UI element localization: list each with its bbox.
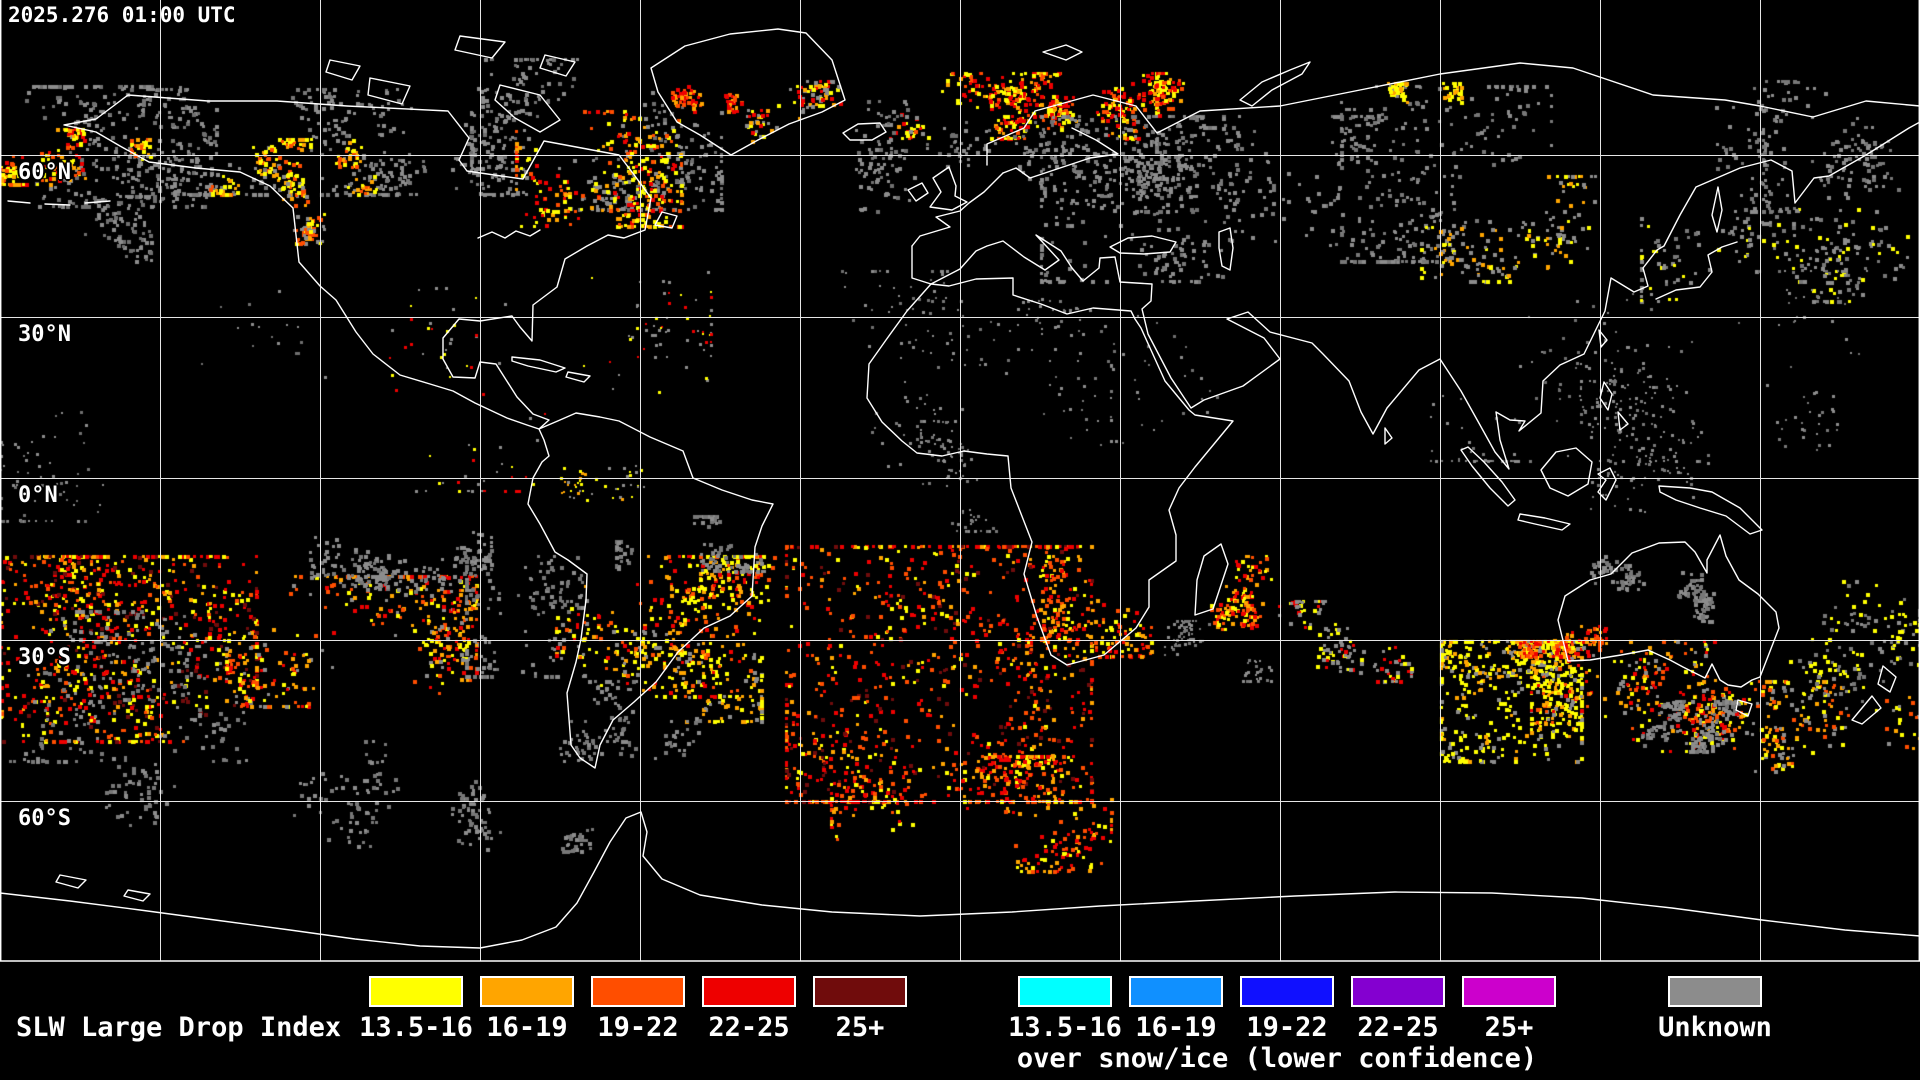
legend-swatch — [1018, 976, 1112, 1007]
coast-eurasia — [911, 121, 1920, 470]
map-border — [0, 0, 1920, 962]
coast-sri-lanka — [1384, 427, 1393, 445]
latitude-label: 0°N — [18, 483, 58, 508]
legend-range-label: 22-25 — [708, 1012, 790, 1043]
legend-range-label: 25+ — [1484, 1012, 1534, 1043]
legend-title: SLW Large Drop Index — [16, 1012, 342, 1043]
legend-swatch — [1129, 976, 1223, 1007]
coast-south-america — [527, 412, 774, 769]
coast-africa — [866, 277, 1234, 666]
legend-range-label: 16-19 — [1135, 1012, 1217, 1043]
coast-north-america — [63, 94, 652, 430]
legend-range-label: 19-22 — [597, 1012, 679, 1043]
legend-swatch — [1351, 976, 1445, 1007]
legend-swatch — [369, 976, 463, 1007]
coast-caribbean — [511, 356, 591, 383]
coast-subantarctic-islands — [55, 874, 151, 902]
coast-tasmania — [1735, 699, 1753, 717]
coast-sakhalin — [1711, 186, 1723, 233]
timestamp: 2025.276 01:00 UTC — [8, 3, 236, 27]
world-map-layer — [0, 0, 1920, 962]
coast-madagascar — [1194, 543, 1229, 616]
coast-new-guinea — [1658, 485, 1763, 535]
legend-swatch — [1668, 976, 1762, 1007]
legend-range-label: 13.5-16 — [359, 1012, 473, 1043]
latitude-label: 30°N — [18, 322, 71, 347]
latitude-label: 60°S — [18, 806, 71, 831]
legend-swatch — [1240, 976, 1334, 1007]
coast-indonesia — [1460, 446, 1617, 531]
coast-novaya-zemlya — [1239, 61, 1311, 107]
latitude-label: 30°S — [18, 645, 71, 670]
coast-iceland — [842, 122, 887, 141]
legend-swatch — [813, 976, 907, 1007]
coast-uk-ireland — [907, 166, 968, 211]
coast-antarctica — [0, 811, 1920, 949]
coast-japan — [1655, 241, 1738, 300]
legend-range-label: Unknown — [1658, 1012, 1772, 1043]
coast-great-lakes — [477, 229, 541, 239]
coastlines — [0, 28, 1920, 949]
latitude-label: 60°N — [18, 160, 71, 185]
coast-atlantic-europe — [911, 172, 1004, 247]
coast-taiwan-philippines — [1598, 329, 1629, 431]
legend-swatch — [480, 976, 574, 1007]
coast-baltic — [1002, 127, 1119, 179]
legend-swatch — [591, 976, 685, 1007]
coast-svalbard — [1042, 44, 1083, 61]
legend-snow-ice-caption: over snow/ice (lower confidence) — [1016, 1043, 1538, 1074]
coast-aleutians — [7, 200, 111, 206]
coast-arctic-islands — [325, 35, 576, 133]
legend-range-label: 22-25 — [1357, 1012, 1439, 1043]
legend-range-label: 19-22 — [1246, 1012, 1328, 1043]
coast-scandinavia-siberia — [986, 62, 1920, 166]
latlon-grid — [0, 0, 1920, 961]
legend-range-label: 25+ — [835, 1012, 885, 1043]
coast-black-caspian-seas — [1109, 227, 1234, 271]
legend-range-label: 16-19 — [486, 1012, 568, 1043]
coast-new-zealand — [1851, 665, 1897, 725]
legend-range-label: 13.5-16 — [1008, 1012, 1122, 1043]
coast-greenland — [650, 28, 846, 156]
coast-newfoundland — [654, 211, 678, 229]
legend-swatch — [1462, 976, 1556, 1007]
coast-australia — [1557, 534, 1780, 688]
legend-swatch — [702, 976, 796, 1007]
